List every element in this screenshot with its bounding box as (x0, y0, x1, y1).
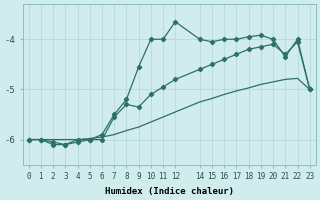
X-axis label: Humidex (Indice chaleur): Humidex (Indice chaleur) (105, 187, 234, 196)
